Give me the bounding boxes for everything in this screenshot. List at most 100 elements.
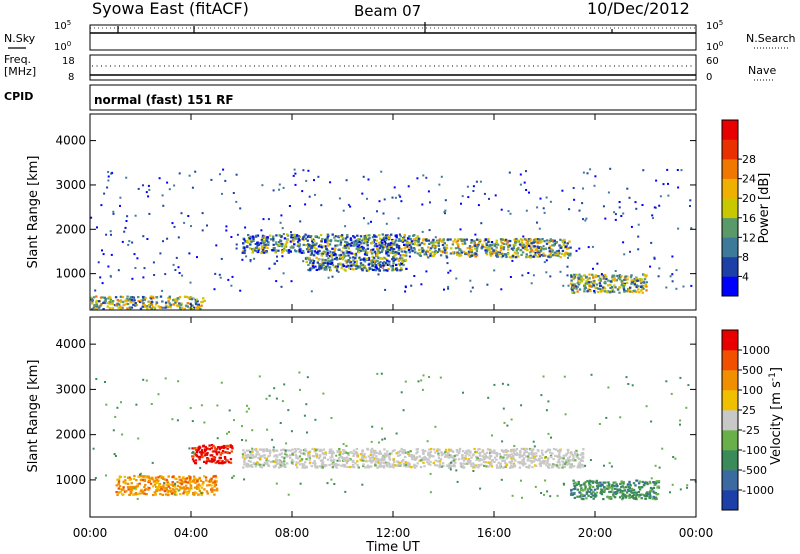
range-cell — [143, 492, 146, 495]
range-cell — [566, 253, 570, 256]
range-cell — [335, 256, 338, 259]
range-cell — [235, 173, 238, 176]
cpid-text: normal (fast) 151 RF — [94, 93, 234, 107]
range-cell — [495, 464, 499, 467]
range-cell — [309, 260, 313, 263]
range-cell — [143, 304, 146, 307]
range-cell — [442, 246, 446, 250]
range-cell — [145, 476, 149, 479]
range-cell — [574, 459, 577, 462]
range-cell — [299, 460, 302, 463]
range-cell — [341, 237, 345, 240]
range-cell — [122, 488, 125, 491]
range-cell — [437, 251, 439, 253]
range-cell — [495, 458, 498, 461]
range-cell — [342, 251, 345, 254]
range-cell — [331, 233, 334, 236]
range-cell — [101, 282, 104, 285]
range-cell — [522, 243, 525, 246]
range-cell — [392, 262, 395, 265]
range-cell — [493, 456, 497, 459]
freq-left-label-1: Freq. — [4, 53, 31, 66]
range-cell — [620, 481, 624, 484]
range-cell — [539, 463, 543, 466]
range-cell — [329, 449, 332, 452]
range-cell — [247, 234, 250, 237]
range-cell — [499, 457, 502, 460]
range-cell — [626, 275, 629, 278]
range-cell — [422, 374, 425, 377]
range-cell — [631, 384, 634, 387]
range-cell — [554, 463, 557, 466]
range-cell — [315, 242, 318, 245]
range-cell — [407, 451, 410, 454]
range-cell — [262, 464, 265, 467]
range-cell — [532, 452, 536, 455]
range-cell — [657, 275, 660, 278]
range-cell — [301, 190, 304, 193]
range-cell — [455, 469, 458, 472]
range-cell — [609, 280, 612, 283]
range-cell — [391, 463, 394, 466]
range-cell — [376, 457, 379, 461]
range-cell — [314, 466, 317, 469]
range-cell — [475, 247, 479, 250]
range-cell — [580, 280, 583, 283]
range-cell — [155, 478, 159, 481]
range-cell — [210, 457, 214, 461]
range-cell — [360, 267, 363, 270]
range-cell — [562, 284, 565, 287]
range-cell — [283, 460, 286, 463]
range-cell — [191, 307, 195, 311]
range-cell — [547, 400, 550, 403]
range-cell — [521, 245, 524, 248]
x-tick-label: 20:00 — [578, 526, 613, 540]
range-cell — [529, 457, 533, 460]
range-cell — [520, 462, 524, 465]
range-cell — [508, 244, 512, 247]
range-cell — [278, 188, 281, 191]
range-cell — [467, 250, 471, 253]
range-cell — [392, 259, 395, 263]
range-cell — [515, 252, 518, 255]
range-cell — [431, 251, 434, 254]
range-cell — [263, 239, 266, 242]
range-cell — [263, 240, 266, 243]
range-cell — [482, 458, 486, 461]
range-cell — [377, 461, 380, 464]
range-cell — [381, 242, 384, 245]
range-cell — [502, 451, 505, 454]
range-cell — [567, 461, 570, 464]
range-cell — [570, 451, 573, 454]
range-cell — [597, 483, 601, 486]
range-cell — [272, 465, 276, 468]
range-cell — [493, 269, 496, 272]
range-cell — [613, 277, 616, 280]
range-cell — [575, 287, 578, 290]
range-cell — [517, 239, 520, 242]
range-cell — [245, 455, 249, 458]
range-cell — [330, 255, 333, 258]
range-cell — [532, 448, 535, 451]
range-cell — [257, 243, 261, 246]
range-cell — [563, 254, 566, 257]
range-cell — [456, 450, 459, 454]
range-cell — [525, 450, 528, 453]
range-cell — [379, 245, 383, 248]
range-cell — [205, 490, 209, 493]
range-cell — [158, 306, 162, 309]
range-cell — [111, 300, 115, 303]
range-cell — [314, 251, 317, 254]
range-cell — [385, 262, 388, 265]
range-cell — [655, 493, 658, 496]
range-cell — [609, 286, 612, 290]
range-cell — [429, 491, 432, 494]
range-cell — [286, 462, 289, 465]
range-cell — [106, 186, 109, 189]
range-cell — [164, 493, 168, 496]
range-cell — [632, 279, 635, 282]
range-cell — [432, 240, 435, 243]
range-cell — [625, 491, 629, 494]
range-cell — [104, 298, 107, 301]
range-cell — [336, 239, 339, 243]
